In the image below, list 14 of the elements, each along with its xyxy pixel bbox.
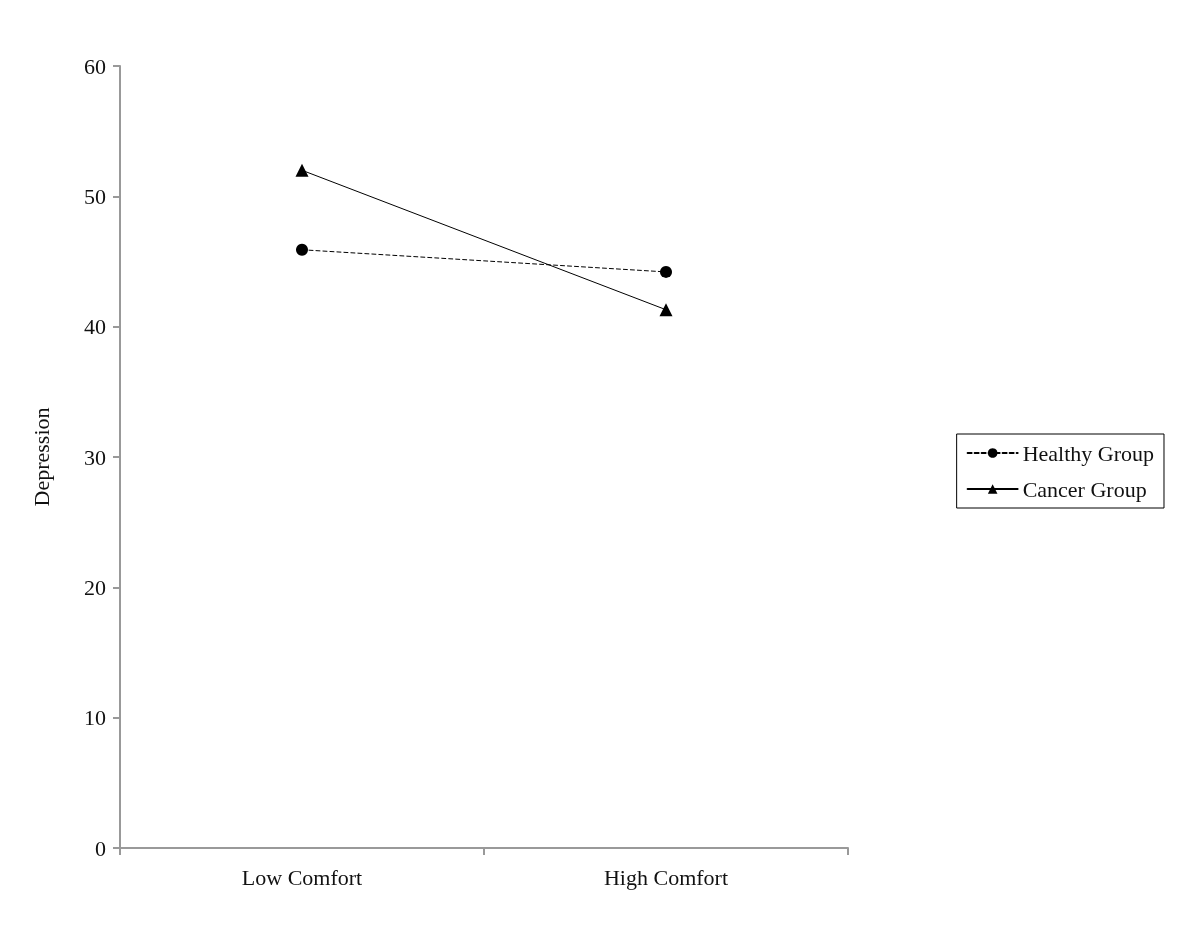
y-tick-label: 10 [84,705,106,731]
x-tick-label: Low Comfort [241,864,363,890]
legend-label: Healthy Group [1022,440,1154,466]
point [296,243,308,256]
point [660,265,672,278]
legend-label: Cancer Group [1022,476,1147,502]
y-tick-label: 40 [84,314,106,340]
x-tick-label: High Comfort [603,864,729,890]
y-tick-label: 60 [84,53,106,79]
y-axis-title: Depression [28,407,54,507]
y-tick-label: 0 [95,835,106,861]
y-tick-label: 20 [84,574,106,600]
y-tick-label: 50 [84,183,106,209]
y-tick-label: 30 [84,444,106,470]
